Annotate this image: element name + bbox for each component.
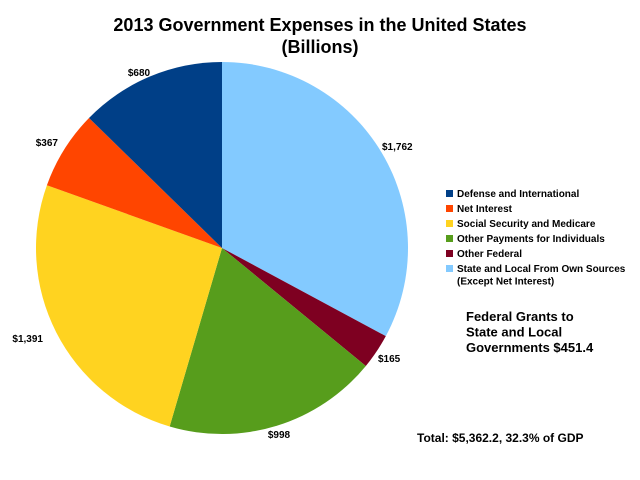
- legend-swatch: [446, 220, 453, 227]
- pie-slice-other-federal: [222, 248, 386, 366]
- legend-label: Net Interest: [457, 204, 513, 215]
- legend-label: Other Payments for Individuals: [457, 234, 605, 245]
- legend-swatch: [446, 250, 453, 257]
- federal-grants-line: Federal Grants to: [466, 309, 574, 324]
- legend-swatch: [446, 190, 453, 197]
- data-labels: $680 $367 $1,391 $998 $165 $1,762: [12, 68, 413, 441]
- federal-grants-line: State and Local: [466, 325, 562, 340]
- legend-swatch: [446, 265, 453, 272]
- legend-label: State and Local From Own Sources: [457, 264, 626, 275]
- pie-slice-state-and-local-from-own-sources-except-net-interest: [222, 62, 408, 337]
- legend-label: Defense and International: [457, 189, 579, 200]
- data-label: $367: [36, 138, 59, 149]
- legend-swatch: [446, 235, 453, 242]
- total-text: Total: $5,362.2, 32.3% of GDP: [417, 431, 584, 445]
- data-label: $998: [268, 430, 291, 441]
- legend-label: Social Security and Medicare: [457, 219, 596, 230]
- pie-slice-net-interest: [46, 117, 222, 248]
- data-label: $165: [378, 354, 401, 365]
- pie-slice-social-security-and-medicare: [36, 185, 222, 427]
- chart-title: 2013 Government Expenses in the United S…: [113, 15, 526, 35]
- data-label: $680: [128, 68, 151, 79]
- federal-grants-line: Governments $451.4: [466, 340, 594, 355]
- legend-label: (Except Net Interest): [457, 277, 554, 288]
- data-label: $1,762: [382, 142, 413, 153]
- chart-subtitle: (Billions): [282, 37, 359, 57]
- pie-slice-defense-and-international: [89, 61, 222, 248]
- legend: Defense and International Net Interest Soc…: [446, 189, 626, 288]
- pie-slices: [36, 61, 408, 434]
- data-label: $1,391: [12, 334, 43, 345]
- legend-swatch: [446, 205, 453, 212]
- legend-label: Other Federal: [457, 249, 522, 260]
- pie-slice-other-payments-for-individuals: [169, 248, 366, 434]
